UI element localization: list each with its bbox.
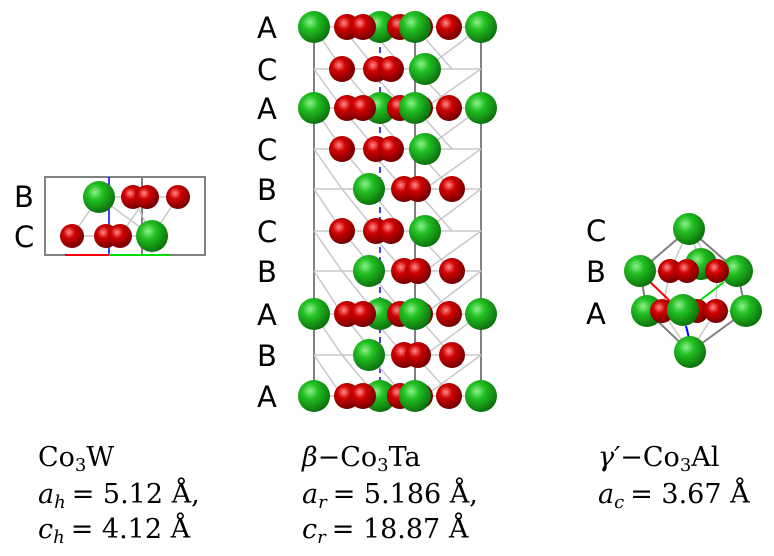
co-atom xyxy=(350,95,376,121)
minority-atom xyxy=(409,215,441,247)
co3w-caption: Co3W ah = 5.12 Å, ch = 4.12 Å xyxy=(38,442,200,548)
layer-label: B xyxy=(14,180,34,214)
formula: Co3W xyxy=(38,442,114,476)
co-atom xyxy=(705,259,729,283)
layer-label: A xyxy=(257,380,277,414)
bond xyxy=(424,354,482,397)
minority-atom xyxy=(465,380,497,412)
minority-atom xyxy=(353,255,385,287)
bond xyxy=(313,148,343,190)
co-atom xyxy=(350,301,376,327)
minority-atom xyxy=(465,11,497,43)
minority-atom xyxy=(298,92,330,124)
minority-atom xyxy=(399,298,431,330)
minority-atom xyxy=(298,380,330,412)
minority-atom xyxy=(298,298,330,330)
co-atom xyxy=(378,136,404,162)
co-atom xyxy=(675,259,699,283)
minority-atom xyxy=(674,336,706,368)
co3w-structure: B C xyxy=(14,176,206,256)
layer-label: B xyxy=(257,339,277,373)
lattice-param: ah = 5.12 Å, xyxy=(38,477,200,513)
bond xyxy=(424,148,482,190)
layer-label: C xyxy=(257,53,277,87)
layer-label: C xyxy=(257,215,277,249)
minority-atom xyxy=(399,92,431,124)
lattice-param: ar = 5.186 Å, xyxy=(302,477,478,513)
bond xyxy=(313,230,343,272)
co-atom xyxy=(439,342,465,368)
lattice-param: ch = 4.12 Å xyxy=(38,512,191,548)
co-atom xyxy=(329,218,355,244)
minority-atom xyxy=(399,380,431,412)
minority-atom xyxy=(730,295,762,327)
co-atom xyxy=(350,383,376,409)
formula: β−Co3Ta xyxy=(301,442,421,476)
layer-label: B xyxy=(257,173,277,207)
minority-atom xyxy=(353,173,385,205)
minority-atom xyxy=(624,255,656,287)
gamma-prime-co3al-structure: C B A xyxy=(586,213,762,368)
co-atom xyxy=(329,136,355,162)
bond xyxy=(424,270,482,315)
co-atom xyxy=(405,176,431,202)
co-atom xyxy=(378,218,404,244)
co-atom xyxy=(60,224,84,248)
gamma-prime-co3al-caption: γ′−Co3Al ac = 3.67 Å xyxy=(598,442,750,513)
layer-label: C xyxy=(257,133,277,167)
layer-label: B xyxy=(257,255,277,289)
co-atom xyxy=(405,258,431,284)
co-atom xyxy=(378,56,404,82)
co-atom xyxy=(350,14,376,40)
layer-label: A xyxy=(257,92,277,126)
minority-atom xyxy=(399,11,431,43)
co-atom xyxy=(405,342,431,368)
lattice-param: ac = 3.67 Å xyxy=(598,477,750,513)
minority-atom xyxy=(465,298,497,330)
minority-atom xyxy=(409,53,441,85)
layer-label: A xyxy=(586,297,606,331)
lattice-param: cr = 18.87 Å xyxy=(302,512,469,548)
bond xyxy=(424,230,482,272)
minority-atom xyxy=(409,133,441,165)
a-axis xyxy=(647,279,673,304)
bond xyxy=(424,68,482,109)
co-atom xyxy=(436,14,462,40)
beta-co3ta-caption: β−Co3Ta ar = 5.186 Å, cr = 18.87 Å xyxy=(301,442,478,548)
co-atom xyxy=(166,185,190,209)
minority-atom xyxy=(353,339,385,371)
layer-label: B xyxy=(586,255,606,289)
minority-atom xyxy=(83,181,115,213)
minority-atom xyxy=(298,11,330,43)
minority-atom xyxy=(721,255,753,287)
co-atom xyxy=(704,299,728,323)
minority-atom xyxy=(667,294,699,326)
minority-atom xyxy=(673,213,705,245)
layer-label: A xyxy=(257,298,277,332)
co-atom xyxy=(436,95,462,121)
co-atom xyxy=(108,224,132,248)
co-atom xyxy=(439,176,465,202)
co-atom xyxy=(135,185,159,209)
co-atom xyxy=(329,56,355,82)
co-atom xyxy=(436,383,462,409)
co-atom xyxy=(439,258,465,284)
minority-atom xyxy=(136,220,168,252)
layer-label: C xyxy=(14,220,34,254)
layer-label: A xyxy=(257,11,277,45)
layer-label: C xyxy=(586,214,606,248)
formula: γ′−Co3Al xyxy=(598,442,719,476)
co-atom xyxy=(658,259,682,283)
co-atom xyxy=(436,301,462,327)
minority-atom xyxy=(465,92,497,124)
